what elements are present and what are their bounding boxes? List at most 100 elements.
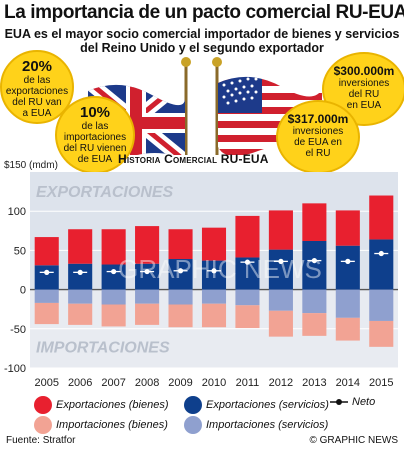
callout-uk-investment-line: del RU bbox=[348, 89, 380, 100]
callout-uk-exports-line: a EUA bbox=[22, 108, 52, 119]
bar-imp-goods bbox=[369, 320, 394, 347]
bar-exp-services bbox=[135, 263, 160, 290]
us-pole-knob bbox=[212, 57, 222, 67]
callout-us-investment-line: de EUA en bbox=[294, 137, 342, 148]
x-tick-label: 2012 bbox=[269, 377, 293, 389]
y-tick-label: 0 bbox=[20, 285, 26, 297]
watermark: GRAPHIC NEWS bbox=[118, 254, 322, 284]
history-title: Historia Comercial RU-EUA bbox=[118, 152, 269, 166]
callout-uk-imports-line: de las bbox=[81, 121, 109, 132]
bar-imp-goods bbox=[201, 303, 227, 328]
legend-swatch-exp-services bbox=[184, 396, 202, 414]
uk-pole-knob bbox=[181, 57, 191, 67]
net-point bbox=[44, 269, 50, 275]
callout-uk-exports-value: 20% bbox=[21, 58, 53, 75]
x-tick-label: 2014 bbox=[336, 377, 360, 389]
callout-uk-imports-line: importaciones bbox=[63, 132, 127, 143]
legend-label-imp-goods: Importaciones (bienes) bbox=[56, 419, 168, 431]
net-point bbox=[345, 258, 351, 264]
bar-exp-goods bbox=[168, 229, 193, 260]
net-point bbox=[111, 268, 117, 275]
bar-imp-services bbox=[268, 289, 293, 311]
x-tick-label: 2006 bbox=[68, 377, 92, 389]
callout-uk-imports-value: 10% bbox=[79, 104, 111, 121]
x-tick-label: 2007 bbox=[101, 377, 125, 389]
bar-exp-goods bbox=[235, 215, 260, 258]
bar-exp-services bbox=[168, 259, 193, 290]
callout-uk-investment-line: en EUA bbox=[346, 100, 382, 111]
bar-exp-goods bbox=[369, 195, 394, 240]
bar-exp-goods bbox=[302, 203, 327, 241]
imports-band-label: IMPORTACIONES bbox=[36, 339, 170, 356]
x-tick-label: 2010 bbox=[202, 377, 226, 389]
x-tick-label: 2015 bbox=[369, 377, 393, 389]
bar-exp-goods bbox=[34, 237, 59, 266]
legend-swatch-exp-goods bbox=[34, 396, 52, 414]
x-tick-label: 2013 bbox=[302, 377, 326, 389]
legend-item-net: Neto bbox=[330, 396, 375, 408]
bar-exp-services bbox=[68, 263, 93, 290]
page-subtitle: EUA es el mayor socio comercial importad… bbox=[0, 27, 404, 55]
x-tick-label: 2008 bbox=[135, 377, 159, 389]
callout-uk-exports-line: del RU van bbox=[12, 97, 62, 108]
trade-history-chart: GRAPHIC NEWS EXPORTACIONES IMPORTACIONES $… bbox=[4, 160, 398, 389]
bar-imp-goods bbox=[68, 303, 93, 325]
bar-imp-goods bbox=[168, 304, 193, 328]
net-point bbox=[278, 258, 284, 264]
bar-exp-services bbox=[268, 249, 293, 290]
net-point bbox=[144, 268, 150, 275]
legend-swatch-imp-goods bbox=[34, 416, 52, 434]
x-tick-label: 2011 bbox=[236, 377, 260, 389]
net-point bbox=[244, 259, 251, 265]
legend-label-net: Neto bbox=[352, 396, 376, 408]
legend-label-exp-services: Exportaciones (servicios) bbox=[206, 399, 329, 411]
bar-imp-services bbox=[369, 289, 394, 321]
x-tick-label: 2005 bbox=[34, 377, 58, 389]
subtitle-line-1: EUA es el mayor socio comercial importad… bbox=[4, 27, 400, 41]
subtitle-line-2: del Reino Unido y el segundo exportador bbox=[80, 41, 324, 55]
legend-label-exp-goods: Exportaciones (bienes) bbox=[56, 399, 169, 411]
callout-us-investment-value: $317.000m bbox=[287, 112, 349, 126]
bar-imp-goods bbox=[268, 310, 293, 337]
bar-imp-services bbox=[335, 289, 360, 318]
bar-exp-goods bbox=[68, 229, 93, 264]
bar-imp-goods bbox=[34, 302, 59, 325]
net-point bbox=[177, 268, 184, 274]
bar-exp-services bbox=[201, 260, 227, 290]
bar-exp-goods bbox=[268, 210, 293, 250]
bar-exp-goods bbox=[101, 229, 126, 265]
exports-band-label: EXPORTACIONES bbox=[36, 184, 174, 201]
net-point bbox=[311, 257, 317, 264]
callout-us-investment: $317.000m inversiones de EUA en el RU bbox=[276, 100, 360, 174]
bar-exp-services bbox=[101, 264, 126, 290]
x-tick-label: 2009 bbox=[168, 377, 192, 389]
net-point bbox=[77, 269, 83, 275]
legend-item-imp-goods: Importaciones (bienes) bbox=[34, 416, 168, 434]
page-title: La importancia de un pacto comercial RU-… bbox=[4, 2, 404, 23]
bar-imp-services bbox=[34, 289, 59, 303]
bar-imp-services bbox=[168, 289, 193, 305]
credit-note: © GRAPHIC NEWS bbox=[309, 435, 399, 446]
bar-imp-services bbox=[101, 289, 126, 305]
bar-imp-services bbox=[135, 289, 160, 304]
callout-uk-exports-line: exportaciones bbox=[5, 86, 69, 97]
callout-uk-imports-line: de EUA bbox=[77, 154, 113, 165]
source-note: Fuente: Stratfor bbox=[6, 435, 76, 446]
bar-imp-goods bbox=[302, 313, 327, 336]
callout-uk-exports-line: de las bbox=[23, 75, 51, 86]
net-point bbox=[211, 268, 217, 274]
legend-label-imp-services: Importaciones (servicios) bbox=[206, 419, 329, 431]
bar-imp-services bbox=[302, 289, 327, 314]
bar-imp-goods bbox=[235, 305, 260, 329]
bar-imp-goods bbox=[101, 304, 126, 327]
callout-us-investment-line: inversiones bbox=[292, 126, 344, 137]
legend-item-exp-services: Exportaciones (servicios) bbox=[184, 396, 329, 414]
bar-exp-goods bbox=[335, 210, 360, 246]
bar-imp-services bbox=[68, 289, 93, 304]
y-tick-label: 50 bbox=[14, 245, 26, 257]
bar-exp-services bbox=[335, 245, 360, 290]
y-unit-label: $150 (mdm) bbox=[4, 160, 58, 171]
callout-uk-imports-line: del RU vienen bbox=[63, 143, 127, 154]
legend-item-imp-services: Importaciones (servicios) bbox=[184, 416, 328, 434]
bar-exp-services bbox=[302, 240, 327, 290]
